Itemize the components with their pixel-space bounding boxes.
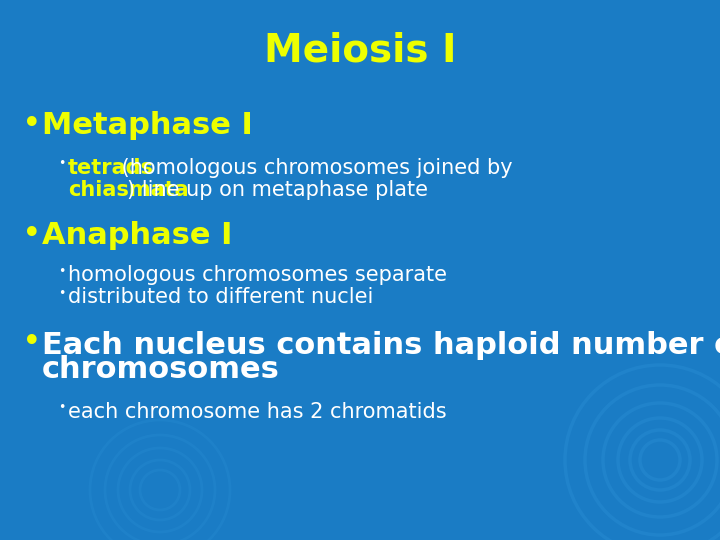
Text: each chromosome has 2 chromatids: each chromosome has 2 chromatids (68, 402, 446, 422)
Text: (homologous chromosomes joined by: (homologous chromosomes joined by (115, 158, 513, 178)
Text: distributed to different nuclei: distributed to different nuclei (68, 287, 374, 307)
Text: homologous chromosomes separate: homologous chromosomes separate (68, 265, 447, 285)
Text: •: • (58, 157, 66, 170)
Text: •: • (58, 287, 66, 300)
Text: •: • (22, 219, 42, 252)
Text: ) line up on metaphase plate: ) line up on metaphase plate (127, 180, 428, 200)
Text: •: • (58, 265, 66, 278)
Text: •: • (22, 109, 42, 141)
Text: Meiosis I: Meiosis I (264, 31, 456, 69)
Text: •: • (22, 327, 42, 360)
Text: Anaphase I: Anaphase I (42, 220, 233, 249)
Text: chiasmata: chiasmata (68, 180, 189, 200)
Text: Metaphase I: Metaphase I (42, 111, 253, 139)
Text: tetrads: tetrads (68, 158, 154, 178)
Text: chromosomes: chromosomes (42, 355, 280, 384)
Text: Each nucleus contains haploid number of: Each nucleus contains haploid number of (42, 330, 720, 360)
Text: •: • (58, 402, 66, 415)
